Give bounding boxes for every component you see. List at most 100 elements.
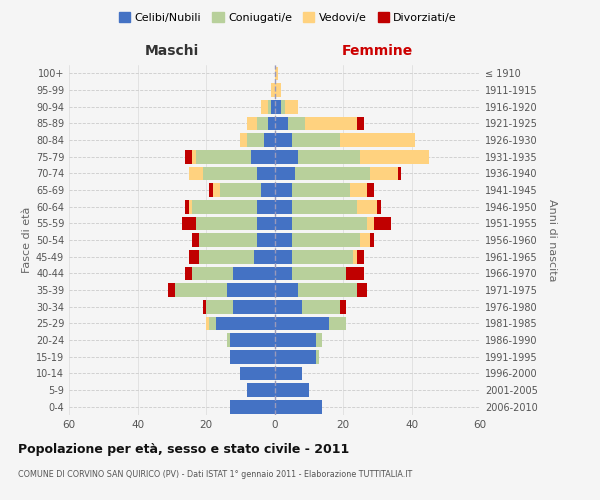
Bar <box>275 283 298 297</box>
Bar <box>305 116 356 130</box>
Legend: Celibi/Nubili, Coniugati/e, Vedovi/e, Divorziati/e: Celibi/Nubili, Coniugati/e, Vedovi/e, Di… <box>115 8 461 28</box>
Bar <box>298 150 360 164</box>
Bar <box>254 250 275 264</box>
Bar <box>203 166 257 180</box>
Bar <box>340 133 415 147</box>
Bar <box>292 216 367 230</box>
Bar <box>268 116 275 130</box>
Bar <box>203 300 206 314</box>
Bar <box>275 233 292 247</box>
Bar <box>356 283 367 297</box>
Bar <box>227 333 230 347</box>
Bar <box>257 166 275 180</box>
Bar <box>185 150 193 164</box>
Bar <box>285 100 298 114</box>
Bar <box>367 216 374 230</box>
Bar <box>220 183 261 197</box>
Bar <box>261 183 275 197</box>
Bar <box>377 200 380 213</box>
Bar <box>251 150 275 164</box>
Text: Maschi: Maschi <box>145 44 199 59</box>
Bar <box>360 233 370 247</box>
Bar <box>398 166 401 180</box>
Bar <box>275 83 281 97</box>
Bar <box>275 266 292 280</box>
Bar <box>367 183 374 197</box>
Bar <box>230 350 275 364</box>
Bar <box>169 283 175 297</box>
Bar <box>275 216 292 230</box>
Bar <box>189 250 199 264</box>
Bar <box>196 150 251 164</box>
Bar <box>350 183 367 197</box>
Bar <box>233 266 275 280</box>
Bar <box>182 216 196 230</box>
Bar <box>196 216 257 230</box>
Bar <box>209 316 216 330</box>
Bar <box>247 133 264 147</box>
Bar <box>216 316 275 330</box>
Bar <box>189 166 203 180</box>
Bar <box>268 100 271 114</box>
Bar <box>264 133 275 147</box>
Bar <box>209 183 213 197</box>
Bar <box>230 333 275 347</box>
Bar <box>275 100 281 114</box>
Y-axis label: Anni di nascita: Anni di nascita <box>547 198 557 281</box>
Bar <box>261 100 268 114</box>
Bar <box>275 66 278 80</box>
Text: Popolazione per età, sesso e stato civile - 2011: Popolazione per età, sesso e stato civil… <box>18 442 349 456</box>
Bar <box>275 133 292 147</box>
Bar <box>206 316 209 330</box>
Bar <box>353 250 356 264</box>
Bar <box>275 383 309 397</box>
Bar <box>298 283 357 297</box>
Bar <box>193 233 199 247</box>
Bar <box>213 183 220 197</box>
Bar <box>240 366 275 380</box>
Bar <box>247 383 275 397</box>
Bar <box>374 216 391 230</box>
Bar <box>292 200 356 213</box>
Bar <box>292 250 353 264</box>
Bar <box>275 183 292 197</box>
Bar <box>316 350 319 364</box>
Bar <box>275 366 302 380</box>
Bar <box>275 333 316 347</box>
Bar <box>257 216 275 230</box>
Bar <box>233 300 275 314</box>
Bar <box>292 233 360 247</box>
Bar <box>193 150 196 164</box>
Bar <box>295 166 370 180</box>
Bar <box>193 266 233 280</box>
Bar <box>356 116 364 130</box>
Bar <box>257 233 275 247</box>
Bar <box>275 200 292 213</box>
Bar <box>292 183 350 197</box>
Y-axis label: Fasce di età: Fasce di età <box>22 207 32 273</box>
Text: Femmine: Femmine <box>341 44 413 59</box>
Bar <box>370 233 374 247</box>
Bar <box>346 266 364 280</box>
Bar <box>271 83 275 97</box>
Bar <box>247 116 257 130</box>
Bar <box>193 200 257 213</box>
Bar <box>329 316 346 330</box>
Bar <box>292 133 340 147</box>
Bar <box>356 250 364 264</box>
Bar <box>302 300 340 314</box>
Bar <box>227 283 275 297</box>
Bar <box>275 400 322 413</box>
Bar <box>360 150 428 164</box>
Text: COMUNE DI CORVINO SAN QUIRICO (PV) - Dati ISTAT 1° gennaio 2011 - Elaborazione T: COMUNE DI CORVINO SAN QUIRICO (PV) - Dat… <box>18 470 412 479</box>
Bar <box>275 300 302 314</box>
Bar <box>275 316 329 330</box>
Bar <box>257 116 268 130</box>
Bar <box>316 333 322 347</box>
Bar <box>288 116 305 130</box>
Bar <box>206 300 233 314</box>
Bar <box>275 250 292 264</box>
Bar <box>240 133 247 147</box>
Bar <box>356 200 377 213</box>
Bar <box>275 116 288 130</box>
